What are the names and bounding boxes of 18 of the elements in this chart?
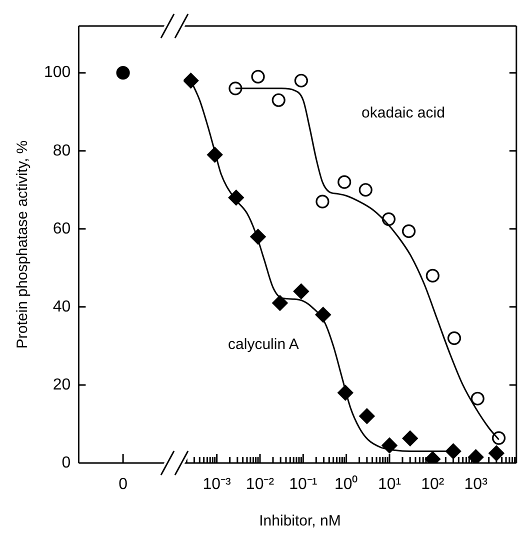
y-tick-label: 20 — [52, 376, 71, 394]
y-tick-label: 100 — [44, 64, 71, 82]
x-tick-label: 10⁰ — [334, 475, 358, 494]
x-tick-label: 10³ — [464, 476, 488, 494]
annotation: calyculin A — [228, 336, 299, 354]
y-tick-label: 0 — [62, 454, 71, 472]
x-tick-label: 10¹ — [378, 476, 402, 494]
y-axis-title: Protein phosphatase activity, % — [14, 140, 32, 349]
x-tick-label: 10² — [421, 476, 445, 494]
x-tick-label: 10⁻¹ — [289, 476, 318, 494]
x-tick-label: 0 — [118, 476, 128, 494]
annotation: okadaic acid — [362, 104, 445, 122]
y-tick-label: 40 — [52, 298, 71, 316]
y-tick-label: 60 — [52, 220, 71, 238]
y-tick-label: 80 — [52, 142, 71, 160]
x-tick-label: 10⁻³ — [202, 476, 232, 494]
x-axis-title: Inhibitor, nM — [259, 512, 341, 530]
x-tick-label: 10⁻² — [246, 476, 275, 494]
